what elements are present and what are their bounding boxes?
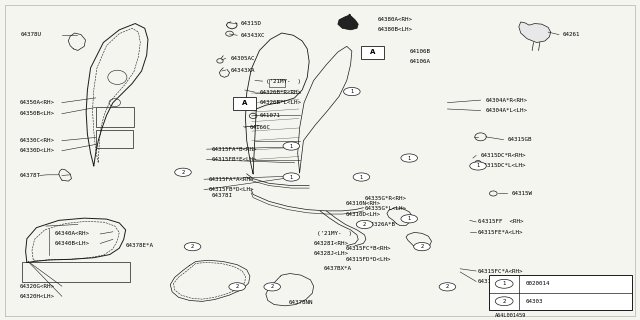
Text: 64343XA: 64343XA	[231, 68, 255, 73]
Text: 64315FC*B<RH>: 64315FC*B<RH>	[346, 246, 391, 251]
Circle shape	[401, 154, 417, 162]
Text: 64315FF  <RH>: 64315FF <RH>	[478, 220, 524, 224]
Circle shape	[184, 243, 201, 251]
Bar	[361, 46, 384, 59]
Bar	[234, 97, 256, 110]
Circle shape	[356, 220, 373, 228]
Text: 64310D<LH>: 64310D<LH>	[346, 212, 381, 217]
Text: 64378E*A: 64378E*A	[125, 243, 154, 248]
Text: 64315FD*B<LH>: 64315FD*B<LH>	[478, 279, 524, 284]
Circle shape	[495, 279, 513, 288]
Circle shape	[175, 168, 191, 176]
Circle shape	[344, 87, 360, 96]
Text: 64330D<LH>: 64330D<LH>	[19, 148, 54, 153]
Circle shape	[283, 142, 300, 150]
Text: 2: 2	[271, 284, 274, 289]
Text: 64315W: 64315W	[511, 191, 532, 196]
Circle shape	[353, 173, 370, 181]
Polygon shape	[338, 14, 358, 30]
Text: 1: 1	[476, 164, 480, 168]
Text: A: A	[369, 49, 375, 55]
Text: 64326A*B: 64326A*B	[368, 222, 396, 227]
Text: 64106A: 64106A	[409, 59, 430, 64]
Circle shape	[401, 215, 417, 223]
Text: 2: 2	[236, 284, 239, 289]
Text: 641071: 641071	[259, 113, 280, 118]
Text: 64378I: 64378I	[212, 193, 233, 197]
Text: 64326B*R<RH>: 64326B*R<RH>	[259, 90, 301, 95]
Text: 1: 1	[290, 143, 293, 148]
Text: 2: 2	[445, 284, 449, 289]
Bar	[489, 275, 632, 310]
Text: 64304A*L<LH>: 64304A*L<LH>	[486, 108, 527, 113]
Text: 64303: 64303	[526, 299, 543, 304]
Text: 1: 1	[408, 156, 411, 161]
Text: 64320G<RH>: 64320G<RH>	[19, 284, 54, 289]
Text: 2: 2	[191, 244, 195, 249]
Text: 64305AC: 64305AC	[231, 56, 255, 61]
Text: A64L001459: A64L001459	[495, 313, 527, 318]
Text: 64310N<RH>: 64310N<RH>	[346, 201, 381, 206]
Text: A: A	[242, 100, 248, 106]
Text: ('21MY-  ): ('21MY- )	[266, 79, 301, 84]
Text: 64315FA*B<RH>: 64315FA*B<RH>	[212, 147, 257, 152]
Text: 64315FE*A<LH>: 64315FE*A<LH>	[478, 230, 524, 235]
Text: 1: 1	[502, 281, 506, 286]
Text: 64378T: 64378T	[19, 173, 40, 178]
Text: 64315GB: 64315GB	[508, 137, 532, 142]
Text: 2: 2	[420, 244, 424, 249]
Circle shape	[495, 297, 513, 306]
Text: 64320H<LH>: 64320H<LH>	[19, 294, 54, 299]
Circle shape	[229, 283, 246, 291]
Circle shape	[283, 173, 300, 181]
Bar	[269, 79, 285, 87]
Text: 1: 1	[350, 89, 353, 94]
Text: 64378U: 64378U	[20, 32, 42, 37]
Text: 64328J<LH>: 64328J<LH>	[314, 251, 349, 256]
Text: 64261: 64261	[562, 32, 580, 37]
Text: 64315FB*D<LH>: 64315FB*D<LH>	[209, 187, 254, 192]
Text: 64166C: 64166C	[250, 125, 271, 131]
Polygon shape	[519, 22, 550, 43]
Circle shape	[413, 243, 430, 251]
Text: 64106B: 64106B	[409, 49, 430, 53]
Text: 64343XC: 64343XC	[241, 33, 265, 38]
Text: 0020014: 0020014	[526, 281, 550, 286]
Text: 2: 2	[502, 299, 506, 304]
Circle shape	[470, 162, 486, 170]
Text: 64326B*L<LH>: 64326B*L<LH>	[259, 100, 301, 105]
Text: 64304A*R<RH>: 64304A*R<RH>	[486, 98, 527, 103]
Text: 1: 1	[408, 216, 411, 221]
Text: 64315FD*D<LH>: 64315FD*D<LH>	[346, 257, 391, 262]
Text: 64350A<RH>: 64350A<RH>	[19, 100, 54, 105]
Text: 2: 2	[181, 170, 185, 175]
Text: 64315DC*L<LH>: 64315DC*L<LH>	[481, 164, 526, 168]
Text: 64315FB*E<LH>: 64315FB*E<LH>	[212, 157, 257, 162]
Text: 64315D: 64315D	[241, 21, 261, 26]
Text: 1: 1	[290, 174, 293, 180]
Text: 64335G*L<LH>: 64335G*L<LH>	[365, 206, 406, 211]
Text: 2: 2	[363, 222, 366, 227]
Text: 64315DC*R<RH>: 64315DC*R<RH>	[481, 153, 526, 158]
Circle shape	[264, 283, 280, 291]
Text: 64335G*R<RH>: 64335G*R<RH>	[365, 196, 406, 201]
Text: 64315FA*A<RH>: 64315FA*A<RH>	[209, 177, 254, 182]
Text: 64380A<RH>: 64380A<RH>	[378, 17, 412, 22]
Text: 64350B<LH>: 64350B<LH>	[19, 111, 54, 116]
Text: 64340A<RH>: 64340A<RH>	[54, 231, 89, 236]
Text: 64380B<LH>: 64380B<LH>	[378, 28, 412, 32]
Text: 64328I<RH>: 64328I<RH>	[314, 241, 349, 246]
Text: 6437BX*A: 6437BX*A	[323, 266, 351, 271]
Text: 1: 1	[360, 174, 363, 180]
Text: 64378NN: 64378NN	[288, 300, 312, 305]
Circle shape	[439, 283, 456, 291]
Text: 64315FC*A<RH>: 64315FC*A<RH>	[478, 268, 524, 274]
Text: 64340B<LH>: 64340B<LH>	[54, 241, 89, 246]
Text: ('21MY-  ): ('21MY- )	[317, 230, 352, 236]
Text: 64330C<RH>: 64330C<RH>	[19, 138, 54, 143]
